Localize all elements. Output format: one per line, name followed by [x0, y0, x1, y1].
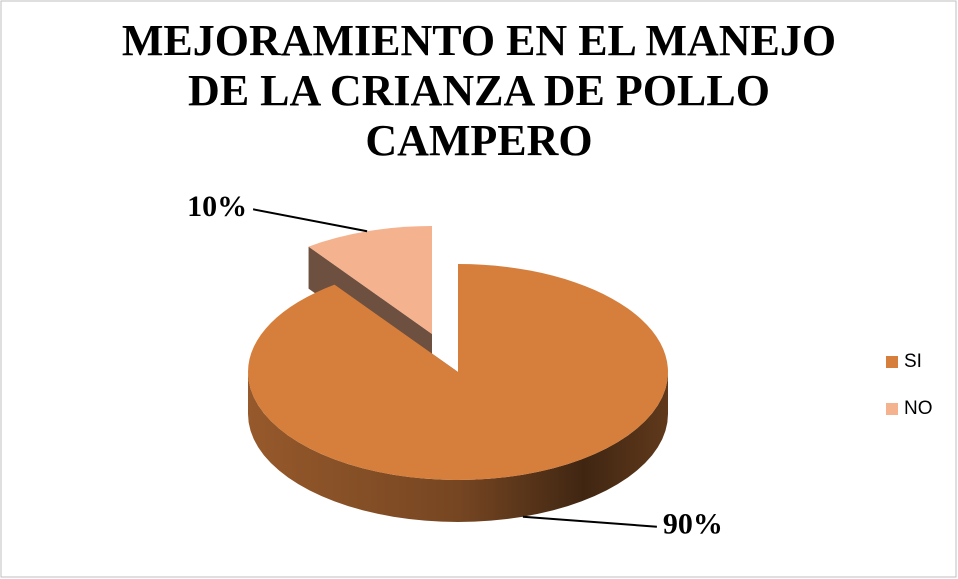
data-label: 90% [663, 508, 723, 541]
data-label: 10% [187, 190, 247, 223]
chart-title: MEJORAMIENTO EN EL MANEJO DE LA CRIANZA … [121, 16, 837, 165]
legend-label: NO [904, 398, 933, 419]
legend-swatch [886, 403, 898, 415]
slice-side [248, 372, 668, 522]
legend-label: SI [904, 351, 922, 372]
leader-line [252, 208, 368, 233]
pie-slice [248, 264, 668, 480]
pie-slice [308, 226, 432, 334]
legend-swatch [886, 356, 898, 368]
leader-line [522, 515, 657, 528]
